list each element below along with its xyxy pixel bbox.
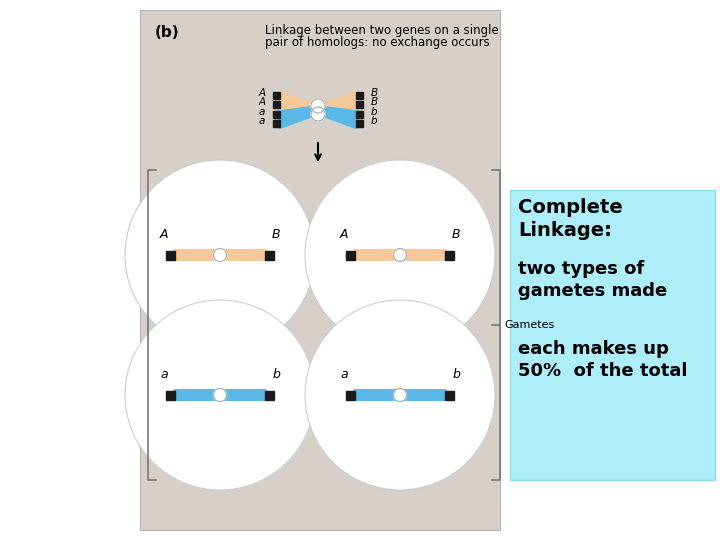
Bar — [273, 120, 280, 127]
Text: A: A — [340, 228, 348, 241]
Bar — [356, 111, 363, 118]
Text: A: A — [160, 228, 168, 241]
Bar — [356, 92, 363, 99]
Bar — [356, 120, 363, 127]
Ellipse shape — [305, 160, 495, 350]
Circle shape — [214, 248, 227, 261]
Text: B: B — [370, 97, 377, 107]
Bar — [273, 101, 280, 108]
Bar — [140, 10, 500, 530]
Text: a: a — [340, 368, 348, 381]
FancyBboxPatch shape — [173, 249, 267, 261]
Text: Gametes: Gametes — [504, 320, 554, 330]
Text: a: a — [258, 107, 265, 117]
Text: (b): (b) — [155, 25, 179, 40]
Text: a: a — [160, 368, 168, 381]
Bar — [265, 251, 274, 260]
FancyBboxPatch shape — [173, 389, 267, 401]
Circle shape — [394, 248, 407, 261]
Bar — [166, 251, 175, 260]
Ellipse shape — [305, 300, 495, 490]
Text: B: B — [370, 88, 377, 98]
Bar — [510, 190, 715, 480]
Circle shape — [311, 99, 325, 113]
Text: pair of homologs: no exchange occurs: pair of homologs: no exchange occurs — [265, 36, 490, 49]
Circle shape — [311, 107, 325, 121]
Bar — [445, 390, 454, 400]
Text: each makes up
50%  of the total: each makes up 50% of the total — [518, 340, 688, 380]
Text: Linkage between two genes on a single: Linkage between two genes on a single — [265, 24, 499, 37]
Ellipse shape — [125, 300, 315, 490]
Bar — [265, 390, 274, 400]
Text: A: A — [258, 88, 266, 98]
Bar — [356, 101, 363, 108]
Circle shape — [394, 388, 407, 402]
Bar — [346, 251, 355, 260]
Bar — [273, 92, 280, 99]
Text: A: A — [258, 97, 266, 107]
Text: B: B — [271, 228, 280, 241]
Text: b: b — [371, 107, 377, 117]
Bar — [273, 111, 280, 118]
Text: b: b — [452, 368, 460, 381]
Text: a: a — [258, 116, 265, 126]
Bar — [166, 390, 175, 400]
Bar — [346, 390, 355, 400]
Ellipse shape — [125, 160, 315, 350]
Text: b: b — [272, 368, 280, 381]
Text: B: B — [451, 228, 460, 241]
Bar — [445, 251, 454, 260]
FancyBboxPatch shape — [353, 249, 447, 261]
Text: two types of
gametes made: two types of gametes made — [518, 260, 667, 300]
Circle shape — [214, 388, 227, 402]
Text: b: b — [371, 116, 377, 126]
Text: Complete
Linkage:: Complete Linkage: — [518, 198, 623, 240]
FancyBboxPatch shape — [353, 389, 447, 401]
